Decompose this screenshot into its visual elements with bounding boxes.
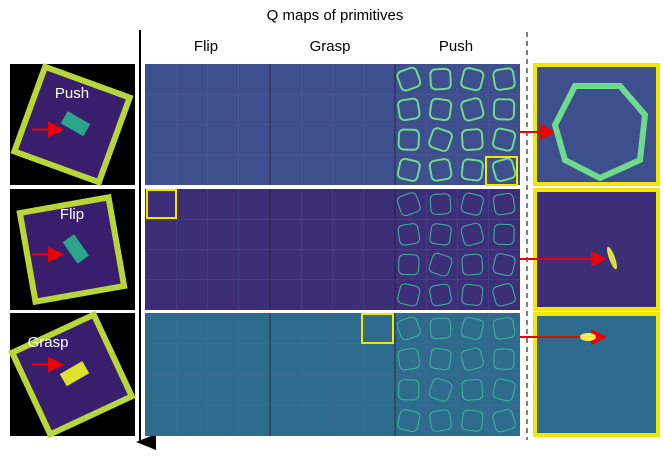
push-contour [492,127,517,152]
row-label: Push [55,85,89,102]
push-contour [397,347,421,371]
zoom-spot [580,333,596,341]
push-contour [428,158,453,182]
title: Q maps of primitives [267,7,404,24]
push-contour [491,157,517,183]
zoomed-maps [520,63,660,437]
highlight [485,156,518,186]
row-label: Flip [60,206,84,223]
push-contour [428,127,453,152]
push-contour [460,222,484,246]
column-label: Push [439,38,473,55]
highlight [146,189,177,219]
push-contour [492,98,516,121]
divider-bar [145,186,520,188]
push-contour [492,192,516,216]
push-contour [460,97,485,122]
push-contour [461,379,484,401]
column-label: Grasp [310,38,351,55]
push-contour [429,67,452,91]
zoom-box [533,188,660,311]
push-contour [398,253,420,276]
push-contour [461,409,484,432]
input-images: Push Flip Grasp [8,62,136,439]
push-contour [397,409,421,433]
push-contour [428,378,453,402]
push-contour [396,157,421,182]
push-contour [396,316,421,341]
push-contour [461,283,484,306]
zoom-contour [551,83,649,182]
push-contour [397,128,420,151]
push-contour [397,97,421,122]
push-contour [493,348,515,370]
object [60,111,91,137]
push-contour [492,67,516,91]
push-contour [492,317,516,340]
push-contour [398,379,420,401]
zoom-spot [607,246,617,270]
push-contour [396,66,422,92]
push-contour [460,192,484,216]
push-contour [429,409,452,432]
q-maps [145,64,520,436]
object [59,361,90,387]
push-contour [492,283,516,307]
push-contour [492,378,516,402]
push-contour [428,252,453,277]
zoom-box [533,312,660,437]
push-contour [429,193,452,215]
push-contour [460,158,484,182]
highlight [361,313,394,344]
push-contour [493,223,515,246]
push-contour [397,223,421,246]
row-label: Grasp [28,334,69,351]
push-contour [396,192,421,217]
push-contour [460,347,484,371]
push-contour [429,283,452,307]
push-contour [429,347,452,371]
push-contour [428,97,453,122]
push-contour [397,283,421,307]
push-contour [460,128,484,151]
push-contour [429,223,452,246]
push-contour [492,253,516,277]
push-contour [460,316,484,340]
push-contour [429,317,452,340]
divider-bar [145,310,520,313]
object [62,234,90,264]
push-contour [492,408,516,433]
push-contour [460,67,485,92]
push-contour [461,253,484,276]
column-label: Flip [194,38,218,55]
